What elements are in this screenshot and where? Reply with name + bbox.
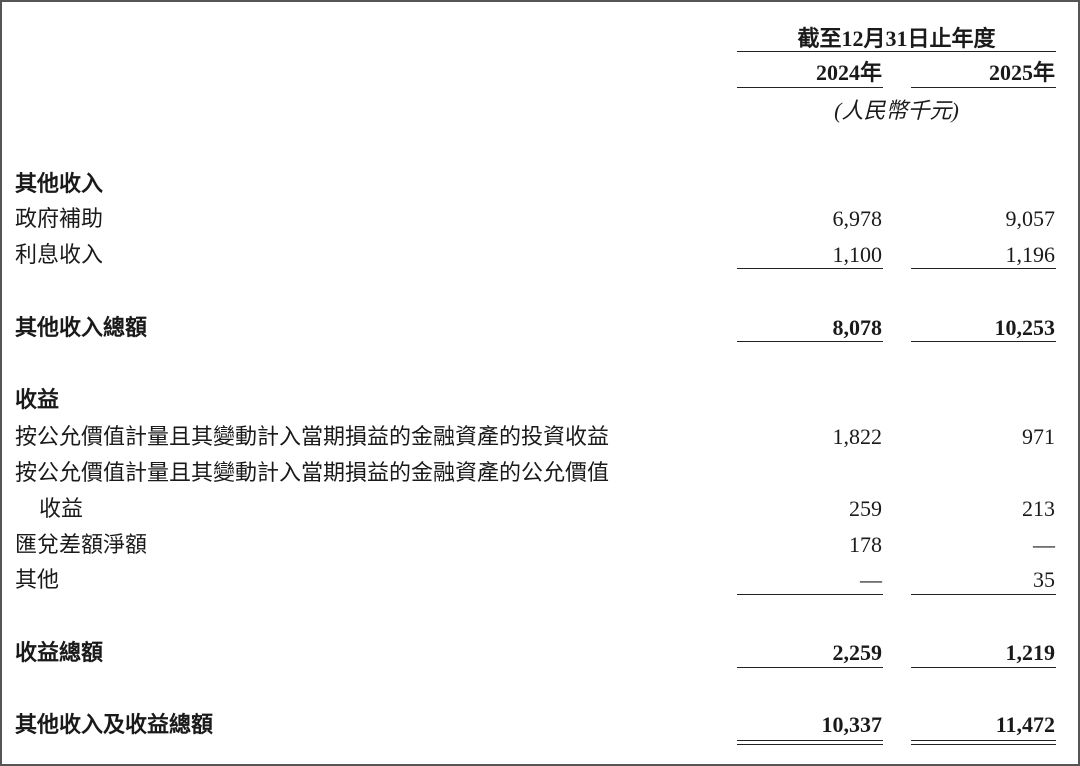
- row-label: 收益: [15, 387, 60, 412]
- year-2024-header: 2024年: [815, 60, 882, 85]
- subtotal-rule: [737, 594, 883, 595]
- subtotal-rule: [737, 268, 883, 269]
- row-label: 按公允價值計量且其變動計入當期損益的金融資產的公允價值: [15, 460, 610, 485]
- value-2025: 971: [1022, 424, 1055, 449]
- row-label: 收益: [39, 496, 84, 521]
- value-2025: 11,472: [995, 712, 1055, 737]
- year-rule-2025: [911, 87, 1056, 88]
- value-2025: 1,219: [1005, 640, 1056, 665]
- row-label: 其他收入及收益總額: [15, 712, 214, 737]
- value-2024: 10,337: [821, 712, 883, 737]
- value-2025: 9,057: [1005, 206, 1056, 231]
- value-2025: —: [1033, 532, 1055, 557]
- total-rule: [911, 341, 1056, 342]
- value-2025: 35: [1033, 567, 1055, 592]
- subtotal-rule: [911, 594, 1056, 595]
- row-label: 政府補助: [15, 206, 104, 231]
- period-header: 截至12月31日止年度: [797, 26, 996, 51]
- row-label: 利息收入: [15, 242, 104, 267]
- value-2024: —: [860, 567, 882, 592]
- value-2024: 259: [849, 496, 882, 521]
- value-2024: 8,078: [832, 315, 883, 340]
- total-rule: [737, 667, 883, 668]
- double-rule: [911, 740, 1056, 741]
- double-rule: [737, 740, 883, 741]
- value-2024: 178: [849, 532, 882, 557]
- year-rule-2024: [737, 87, 883, 88]
- subtotal-rule: [911, 268, 1056, 269]
- year-2025-header: 2025年: [988, 60, 1055, 85]
- value-2024: 6,978: [832, 206, 883, 231]
- header-rule: [737, 51, 1056, 52]
- value-2024: 1,100: [832, 242, 883, 267]
- row-label: 其他收入: [15, 171, 104, 196]
- value-2025: 10,253: [994, 315, 1056, 340]
- row-label: 匯兌差額淨額: [15, 532, 148, 557]
- double-rule: [737, 744, 883, 745]
- total-rule: [737, 341, 883, 342]
- row-label: 收益總額: [15, 640, 104, 665]
- row-label: 其他收入總額: [15, 315, 148, 340]
- total-rule: [911, 667, 1056, 668]
- value-2025: 213: [1022, 496, 1055, 521]
- value-2024: 1,822: [832, 424, 883, 449]
- value-2024: 2,259: [832, 640, 883, 665]
- row-label: 按公允價值計量且其變動計入當期損益的金融資產的投資收益: [15, 424, 610, 449]
- double-rule: [911, 744, 1056, 745]
- unit-label: (人民幣千元): [834, 98, 959, 123]
- value-2025: 1,196: [1005, 242, 1056, 267]
- row-label: 其他: [15, 567, 60, 592]
